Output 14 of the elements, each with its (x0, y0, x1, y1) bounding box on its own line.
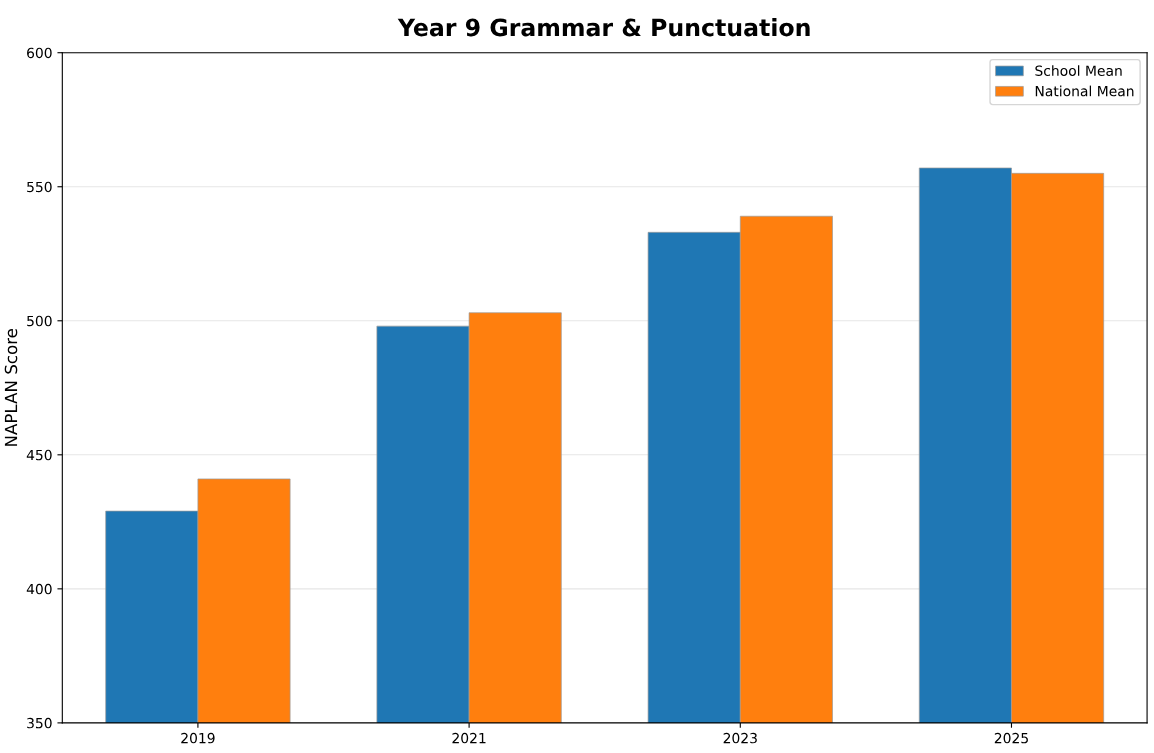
x-tick-label: 2023 (723, 732, 757, 744)
legend-label: School Mean (1035, 65, 1122, 76)
y-tick-label: 450 (26, 449, 52, 461)
y-tick-label: 500 (27, 315, 52, 327)
y-tick-label: 600 (27, 47, 52, 59)
x-tick-label: 2025 (994, 732, 1028, 744)
chart-title: Year 9 Grammar & Punctuation (397, 18, 810, 37)
y-tick-label: 400 (26, 583, 52, 595)
y-axis-title: NAPLAN Score (4, 328, 18, 446)
x-tick-label: 2021 (452, 732, 486, 744)
y-tick-label: 350 (27, 717, 52, 729)
legend-label: National Mean (1035, 85, 1134, 97)
y-tick-label: 550 (27, 181, 52, 193)
x-tick-label: 2019 (181, 732, 215, 744)
